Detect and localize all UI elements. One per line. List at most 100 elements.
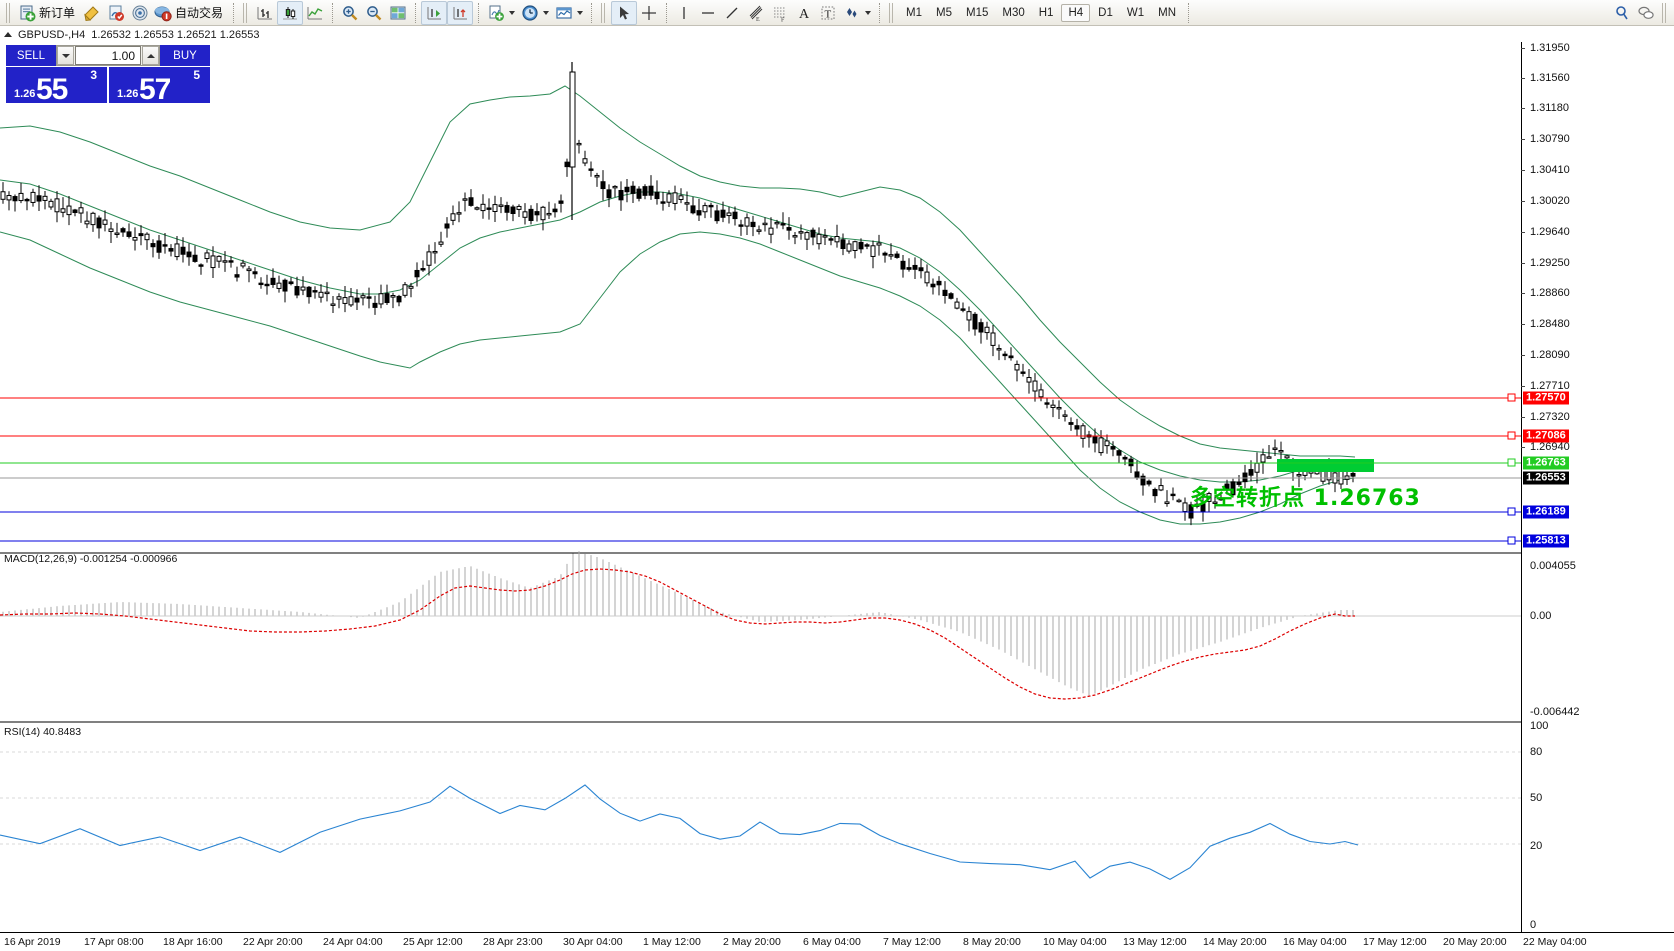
indicators-dropdown[interactable] [484, 1, 518, 25]
candle-body [192, 254, 198, 262]
volume-stepper[interactable]: 1.00 [56, 45, 160, 66]
candle-body [1152, 488, 1158, 497]
buy-price-display[interactable]: 1.26 57 5 [109, 67, 210, 106]
text-tool-button[interactable]: A [792, 1, 816, 25]
vertical-line-tool-button[interactable] [672, 1, 696, 25]
zoom-in-button[interactable] [338, 1, 362, 25]
price-level-label-127086[interactable]: 1.27086 [1523, 429, 1569, 443]
new-order-button[interactable]: 新订单 [16, 1, 80, 25]
time-axis[interactable]: 16 Apr 2019 17 Apr 08:00 18 Apr 16:00 22 Ap… [0, 932, 1674, 951]
octp-controls-row: SELL 1.00 BUY [6, 45, 210, 66]
toolbar-grip-5[interactable] [1662, 2, 1668, 23]
search-button[interactable] [1610, 1, 1634, 25]
objects-tool-button[interactable] [840, 1, 874, 25]
chart-canvas[interactable] [0, 42, 1521, 932]
timeframe-h4[interactable]: H4 [1061, 3, 1091, 22]
price-tick [1521, 324, 1525, 325]
toolbar-grip[interactable] [6, 2, 12, 23]
price-level-label-126553[interactable]: 1.26553 [1523, 471, 1569, 485]
price-level-label-126189[interactable]: 1.26189 [1523, 505, 1569, 519]
crosshair-tool-button[interactable] [637, 1, 661, 25]
chevron-down-icon-3[interactable] [577, 10, 584, 15]
candle-body [222, 260, 228, 263]
horizontal-line-tool-button[interactable] [696, 1, 720, 25]
chevron-down-icon-2[interactable] [543, 10, 550, 15]
price-tick [1521, 232, 1525, 233]
candle-body [1200, 502, 1206, 512]
bar-chart-button[interactable] [253, 1, 277, 25]
metaeditor-button[interactable] [80, 1, 104, 25]
collapse-triangle-icon[interactable] [4, 32, 12, 37]
timeframe-mn[interactable]: MN [1158, 6, 1176, 19]
timeframe-d1[interactable]: D1 [1098, 6, 1113, 19]
zoom-out-button[interactable] [362, 1, 386, 25]
timeframe-h1[interactable]: H1 [1038, 6, 1054, 19]
candle-body [1032, 380, 1038, 392]
algo-trading-button[interactable]: 自动交易 [152, 1, 228, 25]
candle-body [936, 280, 942, 286]
fibonacci-tool-button[interactable]: F [768, 1, 792, 25]
timeframe-w1[interactable]: W1 [1126, 6, 1145, 19]
time-axis-label: 1 May 12:00 [643, 936, 701, 948]
candle-body [90, 212, 96, 226]
sell-button[interactable]: SELL [6, 45, 56, 66]
trendline-tool-button[interactable] [720, 1, 744, 25]
price-level-label-126763[interactable]: 1.26763 [1523, 456, 1569, 470]
toolbar-grip-2[interactable] [243, 2, 250, 23]
volume-increment-button[interactable] [142, 46, 159, 65]
candlestick-chart-button[interactable] [277, 0, 304, 25]
candle-body [486, 207, 492, 210]
time-axis-label: 25 Apr 12:00 [403, 936, 463, 948]
chevron-down-icon-4[interactable] [865, 10, 872, 15]
price-level-label-125813[interactable]: 1.25813 [1523, 534, 1569, 548]
price-tick [1521, 417, 1525, 418]
line-chart-button[interactable] [303, 1, 327, 25]
tile-windows-button[interactable] [386, 1, 410, 25]
metaeditor-icon [83, 4, 101, 22]
candle-body [960, 308, 966, 311]
equidistant-channel-tool-button[interactable]: E [744, 1, 768, 25]
chart-shift-button[interactable] [447, 0, 474, 25]
chat-button[interactable] [1634, 1, 1658, 25]
candle-body [1122, 456, 1128, 460]
timeframe-m30[interactable]: M30 [1002, 6, 1025, 19]
candle-body [96, 217, 102, 229]
one-click-trading-panel[interactable]: SELL 1.00 BUY 1.26 55 3 1.26 57 5 [6, 45, 210, 106]
candle-body [666, 193, 672, 203]
candle-body [648, 185, 654, 196]
rsi-line [0, 784, 1359, 881]
templates-dropdown[interactable] [552, 1, 586, 25]
toolbar-grip-4[interactable] [889, 2, 896, 23]
candle-body [174, 243, 180, 258]
candle-body [420, 268, 426, 271]
periods-dropdown[interactable] [518, 1, 552, 25]
candle-body [120, 228, 126, 233]
cursor-tool-button[interactable] [611, 0, 638, 25]
signals-button[interactable] [128, 1, 152, 25]
candle-body [1194, 503, 1200, 507]
candle-body [660, 201, 666, 204]
chevron-down-icon[interactable] [509, 10, 516, 15]
candle-body [552, 208, 558, 213]
price-axis[interactable]: 1.31950 1.31560 1.31180 1.30790 1.30410 1.300… [1521, 42, 1674, 932]
text-icon: A [795, 4, 813, 22]
candle-body [492, 204, 498, 213]
auto-scroll-button[interactable] [421, 0, 448, 25]
toolbar-grip-3[interactable] [601, 2, 608, 23]
price-level-label-127570[interactable]: 1.27570 [1523, 391, 1569, 405]
expert-advisors-button[interactable] [104, 1, 128, 25]
volume-input[interactable]: 1.00 [75, 46, 141, 65]
candle-body [1026, 377, 1032, 383]
volume-decrement-button[interactable] [57, 46, 74, 65]
candle-body [738, 224, 744, 227]
candle-body [786, 227, 792, 231]
candle-body [588, 168, 594, 171]
label-tool-button[interactable]: T [816, 1, 840, 25]
timeframe-m15[interactable]: M15 [966, 6, 989, 19]
sell-price-display[interactable]: 1.26 55 3 [6, 67, 107, 106]
candle-body [516, 205, 522, 210]
timeframe-m5[interactable]: M5 [936, 6, 952, 19]
timeframe-m1[interactable]: M1 [906, 6, 923, 19]
buy-button[interactable]: BUY [160, 45, 210, 66]
auto-scroll-icon [425, 4, 443, 22]
